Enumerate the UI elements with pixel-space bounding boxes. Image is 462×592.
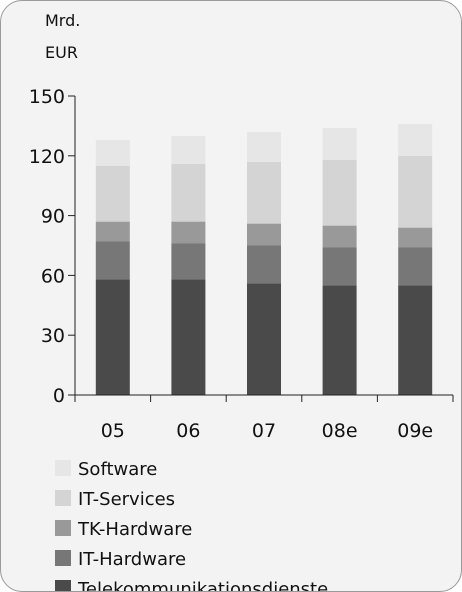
- legend-label: TK-Hardware: [77, 519, 192, 540]
- bar-it-hardware-08e: [322, 247, 357, 286]
- bar-it-hardware-05: [95, 241, 130, 280]
- legend-swatch: [55, 580, 71, 591]
- legend-swatch: [55, 550, 71, 566]
- bar-tk-hardware-07: [247, 223, 281, 246]
- bar-telekommunikationsdienste-05: [95, 279, 130, 395]
- bar-tk-hardware-08e: [322, 225, 357, 248]
- bar-tk-hardware-09e: [398, 227, 433, 248]
- bar-tk-hardware-05: [95, 221, 130, 242]
- bar-software-06: [171, 135, 206, 164]
- x-tick-label: 06: [176, 420, 200, 442]
- y-tick-label: 60: [41, 265, 65, 287]
- legend-label: IT-Hardware: [78, 549, 186, 570]
- x-tick-label: 09e: [397, 420, 433, 442]
- bar-telekommunikationsdienste-08e: [322, 285, 357, 395]
- bar-it-services-07: [247, 161, 281, 224]
- bar-telekommunikationsdienste-09e: [398, 285, 433, 395]
- bars-group: [95, 123, 433, 395]
- axes-group: 05 06 07 08e 09e 0 30 60 90 120 150: [29, 86, 454, 442]
- x-tick-label: 08e: [322, 420, 358, 442]
- bar-it-services-09e: [398, 155, 433, 228]
- y-tick-label: 150: [29, 86, 65, 108]
- bar-software-09e: [398, 123, 433, 156]
- bar-tk-hardware-06: [171, 221, 206, 244]
- legend-label: Telekommunikationsdienste: [77, 579, 328, 591]
- y-tick-label: 120: [29, 146, 65, 168]
- bar-software-08e: [322, 127, 357, 160]
- y-tick-label: 30: [41, 325, 65, 347]
- bar-it-hardware-09e: [398, 247, 433, 286]
- y-tick-label: 90: [41, 206, 65, 228]
- legend: Software IT-Services TK-Hardware IT-Hardwar…: [55, 459, 328, 591]
- bar-it-services-06: [171, 163, 206, 222]
- x-tick-label: 07: [252, 420, 276, 442]
- bar-it-services-08e: [322, 159, 357, 226]
- bar-it-services-05: [95, 165, 130, 222]
- bar-software-07: [247, 131, 281, 162]
- legend-label: IT-Services: [78, 489, 175, 510]
- x-tick-label: 05: [101, 420, 125, 442]
- bar-software-05: [95, 139, 130, 166]
- y-tick-label: 0: [53, 385, 65, 407]
- legend-label: Software: [78, 459, 157, 480]
- bar-it-hardware-06: [171, 243, 206, 280]
- legend-swatch: [55, 490, 71, 506]
- bar-telekommunikationsdienste-06: [171, 279, 206, 395]
- legend-swatch: [55, 520, 71, 536]
- bar-telekommunikationsdienste-07: [247, 283, 281, 395]
- bar-it-hardware-07: [247, 245, 281, 284]
- unit-label-line1: Mrd.: [45, 11, 80, 30]
- unit-label-line2: EUR: [45, 43, 78, 62]
- legend-swatch: [55, 460, 71, 476]
